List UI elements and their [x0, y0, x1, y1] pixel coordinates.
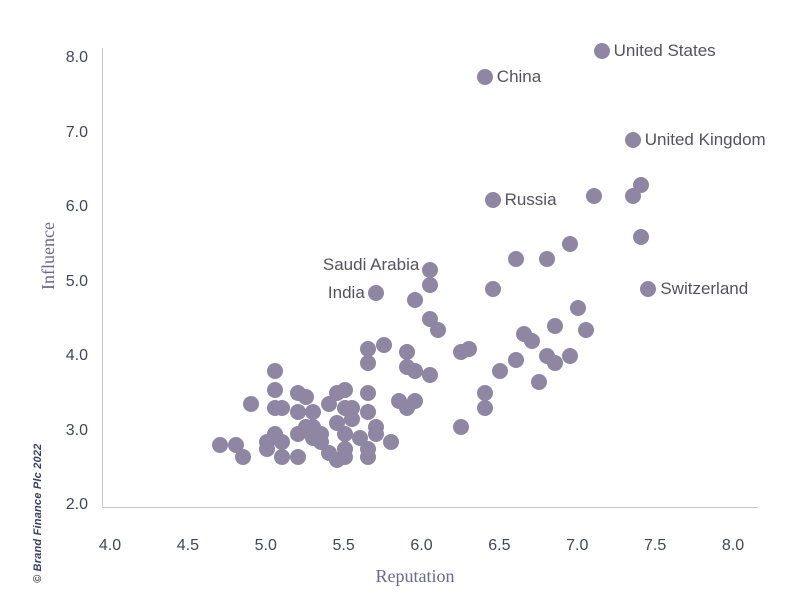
data-point [258, 441, 275, 458]
data-point-saudi-arabia [422, 262, 439, 279]
data-point [422, 366, 439, 383]
data-point [406, 362, 423, 379]
data-point [235, 448, 252, 465]
y-tick-label: 4.0 [65, 347, 88, 364]
y-tick-label: 5.0 [65, 272, 88, 290]
data-point [546, 318, 563, 335]
data-point [562, 348, 579, 364]
x-tick-label: 7.0 [566, 537, 589, 554]
data-point [422, 277, 439, 294]
x-tick-label: 5.5 [332, 537, 355, 554]
data-point [359, 340, 376, 357]
data-point [570, 299, 587, 316]
x-tick-label: 4.5 [176, 537, 199, 554]
data-point [430, 321, 447, 338]
data-point [243, 396, 260, 413]
x-axis-title: Reputation [375, 566, 455, 586]
copyright-credit: © Brand Finance Plc 2022 [32, 443, 44, 583]
data-point [461, 340, 478, 357]
data-point [632, 228, 649, 245]
y-tick-label: 7.0 [65, 123, 88, 141]
x-tick-label: 5.0 [254, 537, 277, 554]
data-point [305, 403, 322, 420]
data-point [523, 333, 540, 350]
data-point [476, 385, 493, 402]
data-point-united-kingdom [624, 131, 641, 148]
data-point [492, 362, 509, 379]
data-point [274, 400, 291, 417]
data-point [289, 403, 306, 420]
data-point [546, 355, 563, 372]
data-point [539, 251, 556, 268]
data-point-united-states [593, 42, 610, 59]
data-point [531, 374, 548, 391]
data-point [398, 400, 415, 417]
x-tick-label: 6.5 [488, 537, 511, 554]
point-label-india: India [327, 282, 365, 302]
data-point [484, 280, 501, 297]
data-point [266, 362, 283, 379]
y-tick-label: 3.0 [65, 421, 88, 439]
data-point [274, 433, 291, 450]
data-point [336, 426, 353, 443]
data-point [328, 385, 345, 402]
point-label-russia: Russia [504, 189, 557, 209]
data-point [359, 448, 376, 465]
plot-area: United States China United Kingdom Russia Sa… [102, 41, 766, 508]
data-point [359, 385, 376, 402]
x-tick-label: 4.0 [98, 537, 122, 554]
data-point-china [476, 68, 493, 85]
data-point [383, 433, 400, 450]
data-point [359, 403, 376, 420]
data-point [359, 355, 376, 372]
data-point [562, 236, 579, 253]
data-point [406, 292, 423, 309]
data-point [212, 437, 229, 454]
x-tick-label: 6.0 [410, 537, 433, 554]
point-label-united-states: United States [613, 40, 716, 60]
point-label-switzerland: Switzerland [660, 278, 749, 298]
data-point [507, 251, 524, 268]
data-point [328, 452, 345, 469]
y-tick-label: 8.0 [65, 49, 88, 66]
data-point [578, 321, 595, 338]
x-tick-label: 7.5 [644, 537, 667, 554]
data-point [398, 344, 415, 361]
data-point [367, 426, 384, 443]
data-point-russia [484, 191, 501, 208]
point-label-united-kingdom: United Kingdom [644, 129, 766, 149]
data-point [507, 351, 524, 368]
data-point [624, 187, 641, 204]
data-point-switzerland [640, 280, 657, 297]
data-point [585, 187, 602, 204]
data-point [453, 418, 470, 435]
x-tick-label: 8.0 [721, 537, 745, 554]
data-point [289, 448, 306, 465]
y-axis-title: Influence [38, 222, 58, 290]
data-point [289, 426, 306, 443]
data-point [274, 448, 291, 465]
point-label-saudi-arabia: Saudi Arabia [322, 255, 420, 275]
data-point [266, 381, 283, 398]
y-tick-label: 6.0 [65, 198, 88, 215]
data-point [476, 400, 493, 417]
point-label-china: China [496, 66, 542, 86]
data-point [344, 411, 361, 428]
data-point-india [367, 284, 384, 301]
y-tick-label: 2.0 [65, 496, 88, 513]
data-point [375, 336, 392, 353]
data-point [297, 388, 314, 405]
